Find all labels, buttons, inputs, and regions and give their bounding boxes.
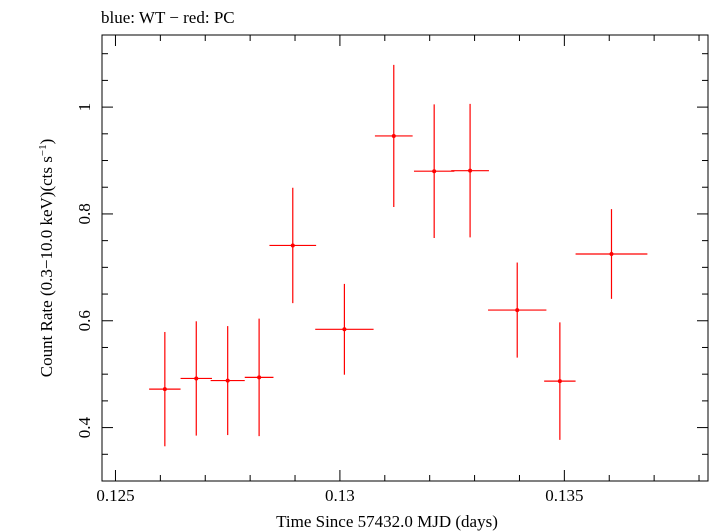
x-axis-ticks: 0.125 0.13 0.135 xyxy=(96,35,700,505)
y-tick-label: 1 xyxy=(75,103,94,112)
y-tick-label: 0.4 xyxy=(75,416,94,438)
data-point xyxy=(210,326,245,436)
data-point xyxy=(575,209,648,299)
x-tick-label: 0.135 xyxy=(545,486,583,505)
data-point-marker xyxy=(290,243,295,248)
data-point-marker xyxy=(225,378,230,383)
data-point-marker xyxy=(162,387,167,392)
x-axis-label: Time Since 57432.0 MJD (days) xyxy=(276,512,498,531)
x-tick-label: 0.13 xyxy=(325,486,355,505)
y-tick-label: 0.8 xyxy=(75,203,94,224)
y-axis-label: Count Rate (0.3−10.0 keV)(cts s−1) xyxy=(37,139,56,378)
y-axis-ticks: 0.4 0.6 0.8 1 xyxy=(75,53,708,482)
plot-frame xyxy=(101,34,709,482)
chart-title: blue: WT − red: PC xyxy=(101,8,235,27)
data-points xyxy=(149,64,648,447)
data-point xyxy=(544,322,576,440)
data-point xyxy=(413,104,455,238)
y-axis-label-main: Count Rate (0.3−10.0 keV)(cts s xyxy=(37,156,56,377)
data-point xyxy=(488,262,547,358)
y-axis-label-superscript: −1 xyxy=(37,144,49,156)
data-point xyxy=(244,318,274,437)
data-point xyxy=(451,103,489,238)
data-point xyxy=(374,64,413,207)
data-point-marker xyxy=(391,133,396,138)
data-point-marker xyxy=(342,327,347,332)
x-tick-label: 0.125 xyxy=(96,486,134,505)
data-point xyxy=(315,283,374,375)
data-point xyxy=(180,321,212,436)
data-point-marker xyxy=(194,376,199,381)
data-point-marker xyxy=(257,375,262,380)
y-tick-label: 0.6 xyxy=(75,310,94,331)
data-point-marker xyxy=(515,308,520,313)
data-point-marker xyxy=(468,168,473,173)
data-point xyxy=(269,187,317,304)
data-point-marker xyxy=(609,251,614,256)
data-point-marker xyxy=(557,379,562,384)
data-point-marker xyxy=(432,169,437,174)
y-axis-label-close: ) xyxy=(37,139,56,145)
data-point xyxy=(149,331,181,447)
